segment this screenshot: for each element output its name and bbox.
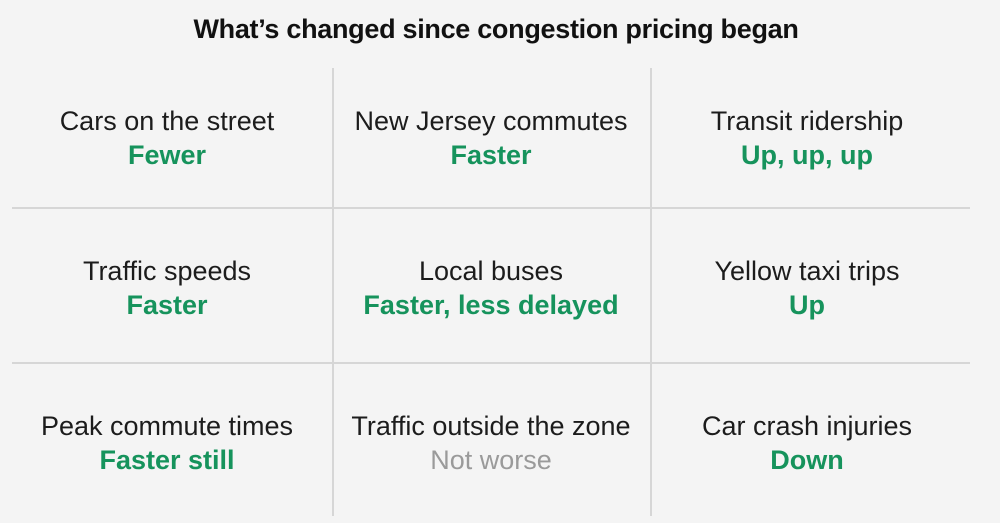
cell-value: Faster xyxy=(450,140,532,170)
cell-value: Faster, less delayed xyxy=(363,290,619,320)
cell-label: Yellow taxi trips xyxy=(714,256,900,286)
cell-label: Peak commute times xyxy=(40,411,294,441)
grid-divider-vertical xyxy=(650,68,652,516)
cell-label: Local buses xyxy=(418,256,564,286)
cell-label: Transit ridership xyxy=(710,106,904,136)
cell-value: Not worse xyxy=(430,445,552,475)
grid-cell: Car crash injuries Down xyxy=(652,409,962,477)
grid-cell: Traffic outside the zone Not worse xyxy=(334,409,648,477)
cell-label: Traffic speeds xyxy=(82,256,252,286)
cell-label: New Jersey commutes xyxy=(354,106,628,136)
grid-cell: Traffic speeds Faster xyxy=(12,254,322,322)
cell-label: Cars on the street xyxy=(59,106,275,136)
cell-label: Traffic outside the zone xyxy=(351,411,631,441)
cell-value: Down xyxy=(770,445,844,475)
grid-cell: Cars on the street Fewer xyxy=(12,104,322,172)
cell-value: Up xyxy=(789,290,825,320)
grid-divider-vertical xyxy=(332,68,334,516)
cell-value: Fewer xyxy=(127,140,207,170)
grid-cell: Peak commute times Faster still xyxy=(12,409,322,477)
grid-cell: Local buses Faster, less delayed xyxy=(334,254,648,322)
grid-cell: Yellow taxi trips Up xyxy=(652,254,962,322)
grid-divider-horizontal xyxy=(12,362,970,364)
page-title: What’s changed since congestion pricing … xyxy=(193,14,799,44)
cell-value: Faster still xyxy=(99,445,235,475)
cell-label: Car crash injuries xyxy=(701,411,913,441)
cell-value: Up, up, up xyxy=(741,140,873,170)
cell-value: Faster xyxy=(126,290,208,320)
summary-grid: Cars on the street Fewer New Jersey comm… xyxy=(12,68,970,516)
grid-cell: New Jersey commutes Faster xyxy=(334,104,648,172)
grid-divider-horizontal xyxy=(12,207,970,209)
grid-cell: Transit ridership Up, up, up xyxy=(652,104,962,172)
